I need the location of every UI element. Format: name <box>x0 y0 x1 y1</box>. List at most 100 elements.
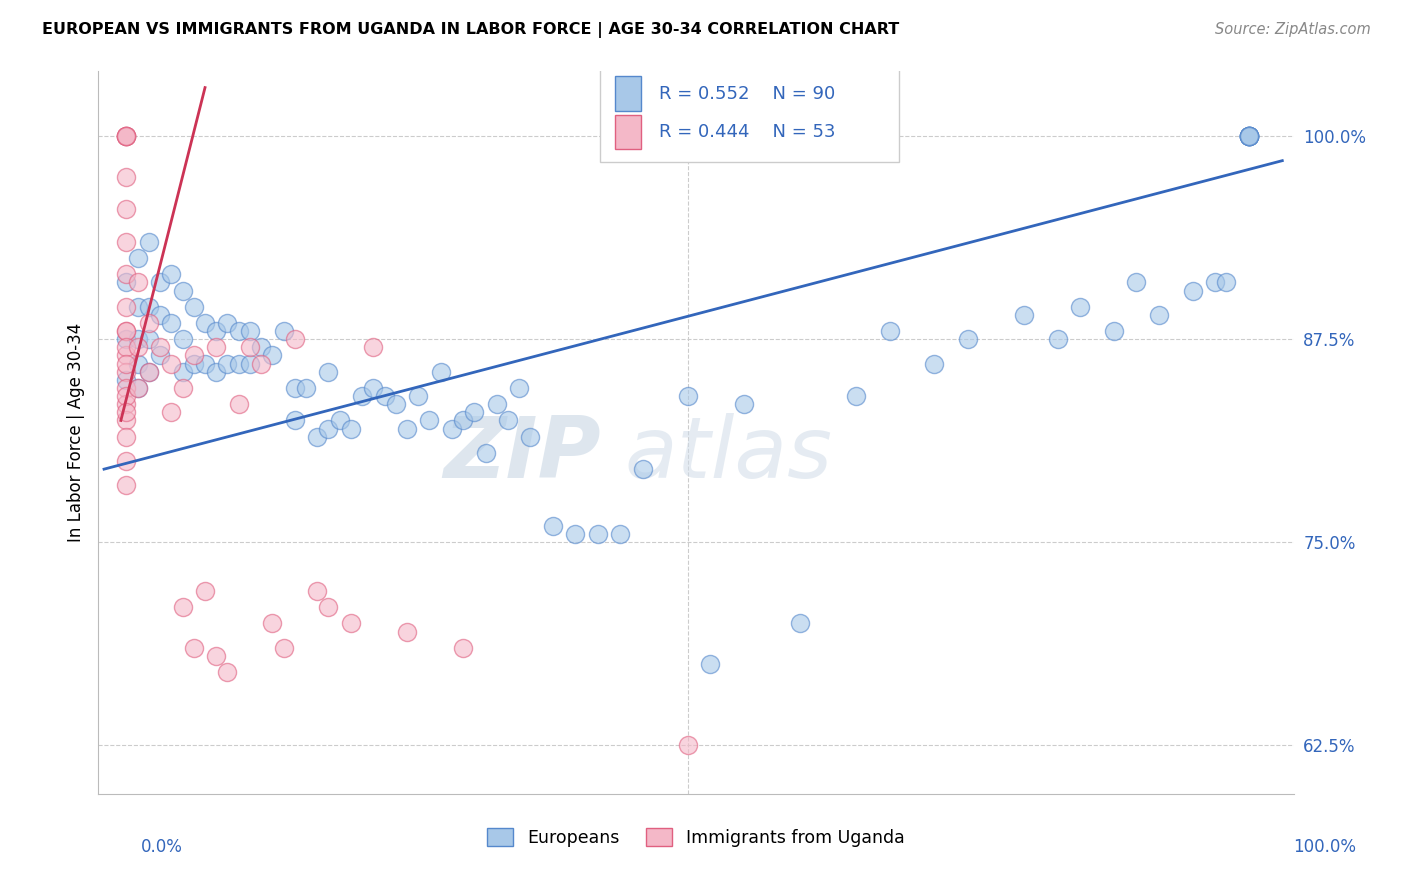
Point <box>1147 308 1170 322</box>
Point <box>1237 129 1260 144</box>
Point <box>541 519 564 533</box>
Point <box>957 332 980 346</box>
Point <box>395 624 418 639</box>
Point <box>149 340 172 354</box>
Point <box>172 600 194 615</box>
Point <box>115 202 138 217</box>
Point <box>160 405 183 419</box>
Point <box>115 357 138 371</box>
Point <box>1237 129 1260 144</box>
Point <box>115 397 138 411</box>
Point <box>115 300 138 314</box>
Point <box>519 430 541 444</box>
Point <box>451 413 474 427</box>
Point <box>205 365 228 379</box>
Point <box>1237 129 1260 144</box>
Point <box>631 462 654 476</box>
Point <box>451 640 474 655</box>
Point <box>1215 276 1237 290</box>
Point <box>138 365 160 379</box>
Text: atlas: atlas <box>624 413 832 496</box>
Point <box>127 276 149 290</box>
Point <box>1237 129 1260 144</box>
Point <box>138 300 160 314</box>
Point <box>228 397 250 411</box>
Text: R = 0.552    N = 90: R = 0.552 N = 90 <box>659 85 835 103</box>
Point <box>115 235 138 249</box>
Point <box>160 268 183 282</box>
Point <box>172 284 194 298</box>
Point <box>340 421 363 435</box>
Point <box>463 405 485 419</box>
Point <box>115 365 138 379</box>
Point <box>160 357 183 371</box>
Point <box>262 616 284 631</box>
Text: 100.0%: 100.0% <box>1294 838 1355 855</box>
Point <box>115 373 138 387</box>
Point <box>115 268 138 282</box>
Text: Source: ZipAtlas.com: Source: ZipAtlas.com <box>1215 22 1371 37</box>
Point <box>239 324 262 338</box>
Point <box>250 357 273 371</box>
Point <box>406 389 429 403</box>
Point <box>217 665 239 679</box>
Text: R = 0.444    N = 53: R = 0.444 N = 53 <box>659 123 835 141</box>
Point <box>127 340 149 354</box>
Point <box>138 316 160 330</box>
Point <box>239 340 262 354</box>
Point <box>329 413 352 427</box>
Point <box>183 640 205 655</box>
Point <box>284 381 307 395</box>
Point <box>205 340 228 354</box>
Point <box>609 527 631 541</box>
Point <box>138 332 160 346</box>
Point <box>307 583 329 598</box>
Point <box>228 324 250 338</box>
Point <box>160 316 183 330</box>
Legend: Europeans, Immigrants from Uganda: Europeans, Immigrants from Uganda <box>481 822 911 854</box>
Point <box>217 357 239 371</box>
Point <box>273 324 295 338</box>
Point <box>127 381 149 395</box>
Point <box>676 738 699 752</box>
Point <box>1204 276 1226 290</box>
Point <box>115 381 138 395</box>
Point <box>172 365 194 379</box>
Point <box>845 389 868 403</box>
Point <box>115 129 138 144</box>
Point <box>440 421 463 435</box>
Point <box>149 276 172 290</box>
Point <box>273 640 295 655</box>
Point <box>676 389 699 403</box>
Point <box>115 129 138 144</box>
Point <box>183 357 205 371</box>
Point <box>115 324 138 338</box>
Point <box>363 340 385 354</box>
Point <box>183 300 205 314</box>
Point <box>194 357 217 371</box>
Point <box>149 308 172 322</box>
Point <box>115 349 138 363</box>
Point <box>474 446 496 460</box>
Point <box>307 430 329 444</box>
Point <box>395 421 418 435</box>
Point <box>1237 129 1260 144</box>
Point <box>115 413 138 427</box>
Point <box>733 397 755 411</box>
Point <box>194 583 217 598</box>
Point <box>127 332 149 346</box>
Point <box>1069 300 1091 314</box>
Point <box>485 397 508 411</box>
Point <box>318 365 340 379</box>
Point <box>127 300 149 314</box>
Point <box>429 365 451 379</box>
Y-axis label: In Labor Force | Age 30-34: In Labor Force | Age 30-34 <box>66 323 84 542</box>
Point <box>115 332 138 346</box>
Point <box>318 600 340 615</box>
Point <box>418 413 440 427</box>
Point <box>879 324 901 338</box>
Point <box>115 454 138 468</box>
Point <box>924 357 946 371</box>
Point <box>250 340 273 354</box>
Point <box>1181 284 1204 298</box>
